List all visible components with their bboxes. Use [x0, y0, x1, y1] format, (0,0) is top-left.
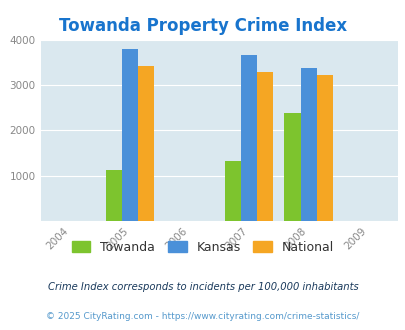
Legend: Towanda, Kansas, National: Towanda, Kansas, National: [68, 237, 337, 258]
Bar: [300, 68, 316, 221]
Bar: [122, 49, 138, 221]
Bar: [224, 161, 241, 221]
Text: Crime Index corresponds to incidents per 100,000 inhabitants: Crime Index corresponds to incidents per…: [47, 282, 358, 292]
Bar: [284, 113, 300, 221]
Bar: [241, 54, 256, 221]
Bar: [138, 66, 153, 221]
Bar: [106, 170, 121, 221]
Bar: [316, 76, 332, 221]
Text: © 2025 CityRating.com - https://www.cityrating.com/crime-statistics/: © 2025 CityRating.com - https://www.city…: [46, 312, 359, 321]
Text: Towanda Property Crime Index: Towanda Property Crime Index: [59, 17, 346, 35]
Bar: [256, 72, 273, 221]
